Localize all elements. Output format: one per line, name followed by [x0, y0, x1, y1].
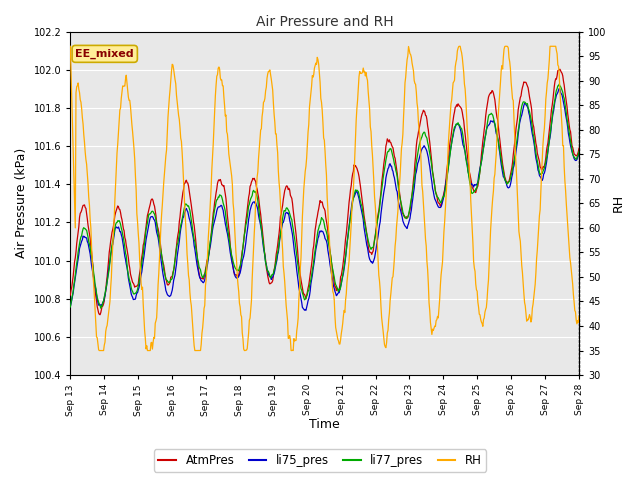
- X-axis label: Time: Time: [309, 419, 340, 432]
- Text: EE_mixed: EE_mixed: [76, 49, 134, 59]
- Title: Air Pressure and RH: Air Pressure and RH: [256, 15, 394, 29]
- Legend: AtmPres, li75_pres, li77_pres, RH: AtmPres, li75_pres, li77_pres, RH: [154, 449, 486, 472]
- Y-axis label: RH: RH: [612, 194, 625, 212]
- Y-axis label: Air Pressure (kPa): Air Pressure (kPa): [15, 148, 28, 258]
